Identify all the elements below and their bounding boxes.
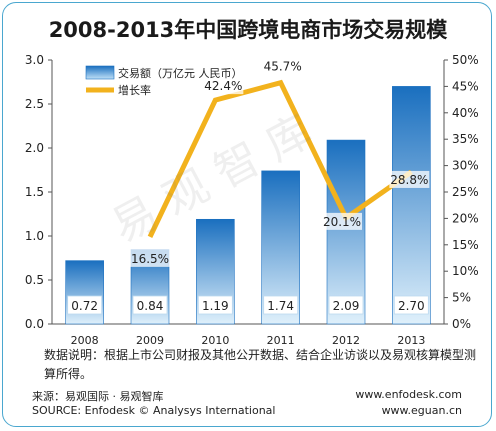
- y-right-tick-label: 5%: [452, 291, 471, 305]
- growth-label-bg: [322, 212, 362, 230]
- bar-value-label: 0.72: [71, 299, 98, 313]
- y-left-tick-label: 1.5: [25, 185, 44, 199]
- growth-label: 16.5%: [131, 252, 169, 266]
- bar-value-label: 0.84: [137, 299, 164, 313]
- axes-group: 0.0 0.5 1.0 1.5 2.0 2.5 3.0 0% 5% 10% 15% 20% 25% 30%…: [25, 53, 479, 347]
- y-left-tick-label: 0.5: [25, 273, 44, 287]
- source-en: SOURCE: Enfodesk © Analysys Internationa…: [32, 404, 276, 417]
- source-cn: 来源：易观国际 · 易观智库: [32, 390, 164, 403]
- bar-value-box: [393, 295, 429, 315]
- growth-label-bg: [203, 77, 244, 95]
- legend-line-label: 增长率: [118, 83, 151, 97]
- bar-value-box: [328, 295, 364, 315]
- y-right-tick-label: 45%: [452, 79, 479, 93]
- y-right-tick-label: 0%: [452, 317, 471, 331]
- growth-label-bg: [389, 170, 430, 188]
- growth-label: 45.7%: [264, 60, 302, 74]
- y-right-tick-label: 35%: [452, 132, 479, 146]
- bars-group: 0.72 0.84 1.19 1.74 2.09 2.70: [65, 86, 431, 325]
- legend-bar-label: 交易额（万亿元 人民币）: [118, 66, 243, 80]
- bar-value-label: 2.70: [398, 299, 425, 313]
- data-note: 数据说明：根据上市公司财报及其他公开数据、结合企业访谈以及易观核算模型测算所得。: [44, 348, 477, 381]
- y-right-tick-label: 25%: [452, 185, 479, 199]
- url-eguan[interactable]: www.eguan.cn: [381, 404, 462, 417]
- bar-value-box: [67, 295, 103, 315]
- y-right-tick-label: 20%: [452, 211, 479, 225]
- x-tick-label: 2011: [267, 334, 295, 347]
- growth-label: 28.8%: [390, 173, 428, 187]
- y-right-tick-label: 40%: [452, 106, 479, 120]
- url-enfodesk[interactable]: www.enfodesk.com: [355, 388, 462, 401]
- y-right-tick-label: 15%: [452, 238, 479, 252]
- growth-line-group: 16.5% 42.4% 45.7% 20.1% 28.8%: [130, 57, 430, 267]
- y-left-tick-label: 2.5: [25, 97, 44, 111]
- bar-value-label: 1.74: [267, 299, 294, 313]
- bar-value-label: 2.09: [333, 299, 360, 313]
- y-right-tick-label: 50%: [452, 53, 479, 67]
- bar: [392, 86, 431, 325]
- legend: 交易额（万亿元 人民币） 增长率: [85, 65, 243, 97]
- bar: [65, 260, 104, 325]
- x-tick-label: 2012: [332, 334, 360, 347]
- bar-value-box: [263, 295, 299, 315]
- y-right-tick-label: 30%: [452, 159, 479, 173]
- growth-label-bg: [130, 249, 170, 267]
- bar-value-box: [132, 295, 168, 315]
- growth-label: 20.1%: [323, 215, 361, 229]
- y-right-tick-label: 10%: [452, 264, 479, 278]
- chart-title: 2008-2013年中国跨境电商市场交易规模: [48, 18, 448, 42]
- legend-bar-swatch: [85, 65, 115, 80]
- y-left-tick-label: 0.0: [25, 317, 44, 331]
- x-tick-label: 2009: [136, 334, 164, 347]
- growth-label: 42.4%: [204, 79, 242, 93]
- y-left-tick-label: 1.0: [25, 229, 44, 243]
- x-tick-label: 2013: [397, 334, 425, 347]
- bar: [326, 139, 366, 325]
- y-left-tick-label: 2.0: [25, 141, 44, 155]
- growth-label-bg: [262, 57, 303, 75]
- growth-line: [147, 79, 413, 238]
- bar-value-box: [197, 295, 233, 315]
- x-tick-label: 2008: [71, 334, 99, 347]
- x-tick-label: 2010: [201, 334, 229, 347]
- bar-value-label: 1.19: [202, 299, 229, 313]
- y-left-tick-label: 3.0: [25, 53, 44, 67]
